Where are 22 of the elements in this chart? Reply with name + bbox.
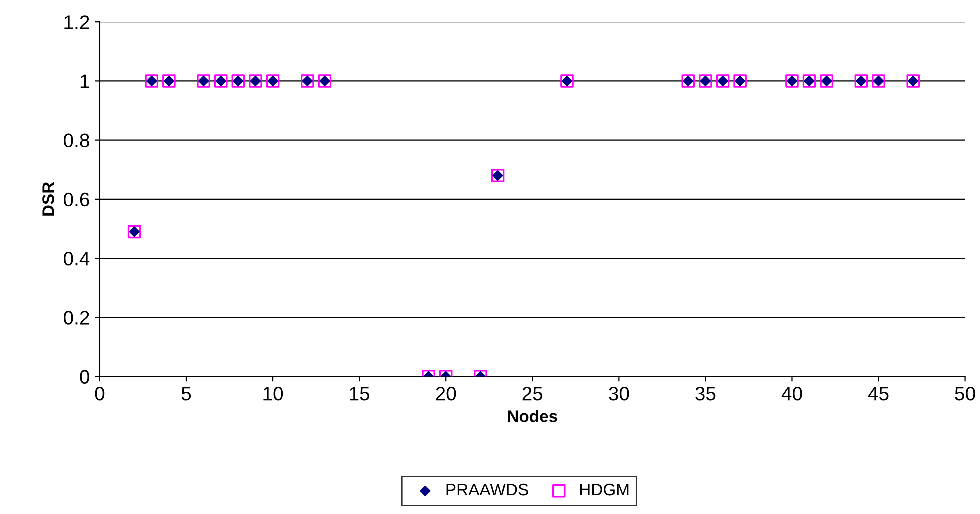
x-tick-label: 35 [696, 387, 716, 401]
x-tick-label: 10 [264, 387, 284, 401]
x-tick-label: 0 [95, 387, 105, 401]
y-tick-label: 1.2 [64, 16, 90, 30]
x-tick-label: 20 [436, 387, 456, 401]
y-tick-label: 1 [80, 74, 90, 88]
y-tick-label: 0.6 [64, 192, 90, 207]
x-tick-label: 5 [182, 387, 192, 401]
y-tick-label: 0.8 [64, 134, 90, 148]
x-tick-label: 45 [868, 387, 889, 401]
x-tick-label: 30 [609, 387, 630, 401]
x-tick-label: 15 [350, 387, 370, 401]
x-tick-label: 25 [522, 387, 543, 401]
x-tick-label: 40 [782, 387, 802, 401]
x-tick-label: 50 [955, 387, 976, 401]
legend-label: PRAAWDS [446, 484, 528, 496]
y-tick-label: 0.2 [64, 311, 90, 325]
x-axis-title: Nodes [508, 410, 558, 422]
y-tick-label: 0.4 [64, 252, 90, 266]
y-axis-title: DSR [42, 182, 54, 216]
legend-label: HDGM [580, 484, 629, 496]
y-tick-label: 0 [80, 370, 90, 384]
